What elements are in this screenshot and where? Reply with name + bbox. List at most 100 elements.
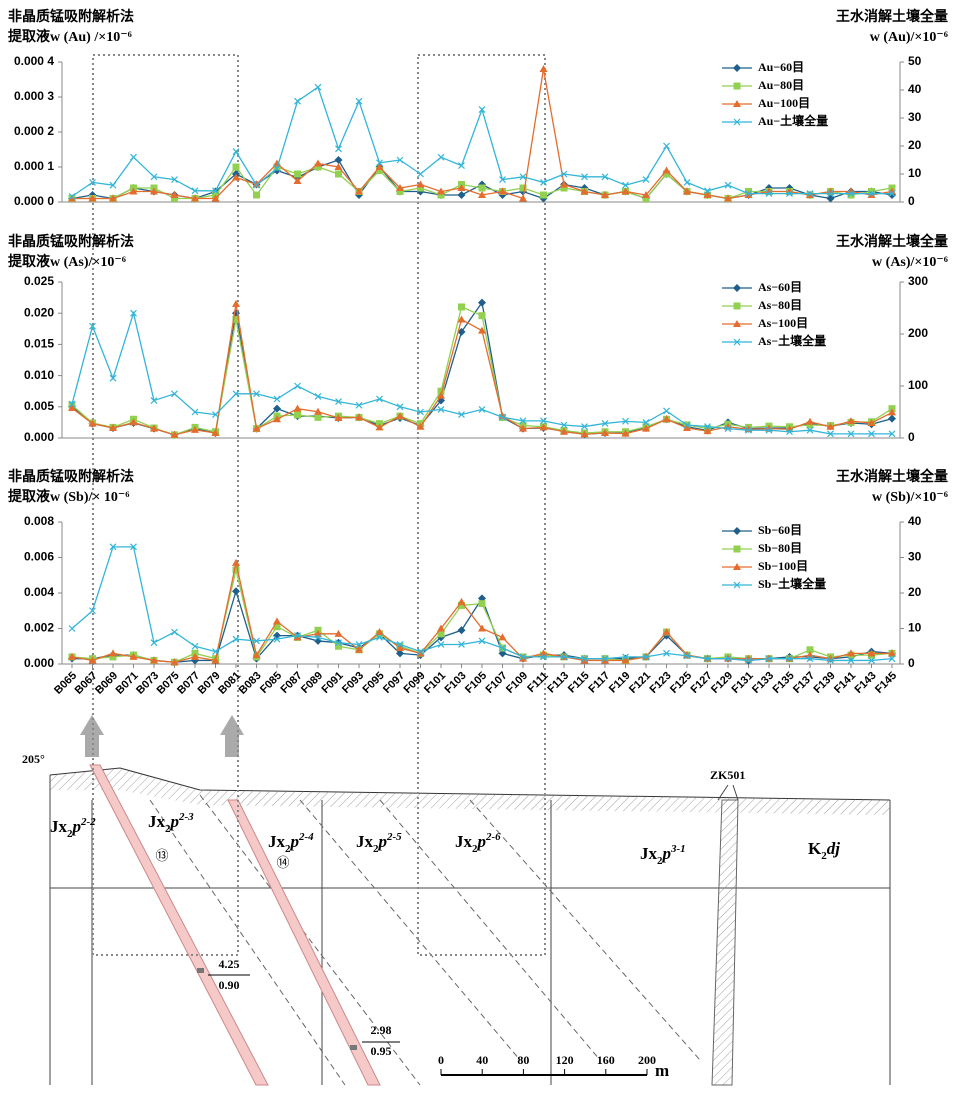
x-tick-label: F085 (258, 670, 284, 696)
marker (150, 639, 158, 647)
unit-sub: 2 (472, 843, 478, 855)
unit-base: Jx (640, 844, 658, 863)
marker (170, 430, 179, 438)
marker (437, 191, 445, 199)
marker (253, 181, 260, 189)
marker (888, 430, 896, 438)
marker (417, 184, 424, 192)
x-tick-label: F099 (401, 670, 427, 696)
unit-letter: dj (827, 839, 841, 858)
marker (355, 401, 363, 409)
marker (437, 405, 445, 413)
marker (622, 653, 629, 661)
marker (314, 407, 322, 415)
marker (827, 190, 834, 198)
marker (314, 633, 322, 641)
marker (733, 563, 741, 570)
marker (150, 424, 158, 432)
sample (197, 968, 204, 973)
marker (519, 173, 527, 181)
legend-label: As−土壤全量 (758, 333, 826, 348)
marker (745, 190, 752, 198)
marker (376, 633, 383, 641)
marker (704, 423, 711, 430)
y2-axis-title: 王水消解土壤全量 (836, 8, 948, 25)
scale-label: 40 (476, 1053, 488, 1067)
x-tick-label: F095 (360, 670, 386, 696)
marker (191, 652, 199, 660)
series (68, 309, 896, 438)
marker (847, 649, 855, 657)
unit-sup: 2-6 (485, 831, 501, 843)
x-tick-label: B073 (134, 670, 161, 697)
unit-letter: p (377, 832, 388, 851)
unit-label: K2dj (808, 839, 840, 862)
x-tick-label: F127 (688, 670, 714, 696)
marker (88, 419, 97, 427)
scale-label: 120 (556, 1053, 574, 1067)
marker (499, 644, 506, 652)
y2-tick-label: 10 (908, 166, 922, 180)
y-tick-label: 0.000 3 (14, 89, 54, 103)
marker (68, 652, 76, 660)
marker (703, 191, 712, 198)
marker (212, 411, 219, 419)
marker (109, 649, 117, 657)
series (68, 65, 896, 202)
x-tick-label: F087 (278, 670, 304, 696)
y2-tick-label: 300 (908, 274, 928, 288)
unit-sup: 3-1 (670, 843, 686, 855)
arrow (220, 715, 244, 757)
marker (335, 398, 342, 406)
legend-label: Au−100目 (758, 96, 810, 110)
unit-letter: p (289, 832, 300, 851)
marker (601, 173, 609, 181)
marker (581, 655, 588, 663)
contacts (149, 794, 701, 1086)
marker (540, 178, 547, 186)
marker (273, 159, 281, 167)
marker (888, 414, 896, 423)
marker (314, 159, 322, 167)
marker (806, 190, 814, 198)
marker (68, 625, 76, 632)
marker (417, 648, 424, 655)
marker (499, 413, 506, 421)
marker (539, 65, 548, 72)
marker (88, 656, 97, 664)
marker (868, 430, 875, 438)
unit-sup: 2-3 (178, 811, 194, 823)
marker (437, 624, 445, 632)
marker (457, 315, 466, 323)
marker (888, 190, 896, 198)
marker (211, 429, 220, 437)
unit-base: Jx (268, 832, 286, 851)
marker (437, 391, 445, 399)
marker (621, 656, 630, 664)
marker (314, 392, 322, 400)
unit-sub: 2 (67, 828, 73, 840)
marker (580, 430, 589, 438)
x-tick-label: F133 (750, 670, 776, 696)
x-tick-label: F121 (627, 670, 653, 696)
marker (581, 423, 588, 430)
marker (888, 187, 896, 195)
marker (171, 176, 178, 184)
legend-label: Sb−土壤全量 (758, 576, 826, 591)
marker (478, 312, 486, 320)
marker (560, 180, 568, 188)
marker (847, 430, 855, 438)
marker (335, 170, 342, 178)
marker (191, 187, 199, 195)
unit-letter: p (476, 832, 487, 851)
marker (376, 395, 383, 403)
marker (253, 637, 260, 645)
marker (786, 655, 793, 663)
marker (806, 417, 814, 425)
marker (457, 191, 466, 199)
marker (478, 106, 486, 114)
marker (191, 425, 199, 433)
drill-hole (711, 799, 739, 1086)
marker (170, 658, 179, 666)
y-tick-label: 0.020 (24, 305, 54, 319)
